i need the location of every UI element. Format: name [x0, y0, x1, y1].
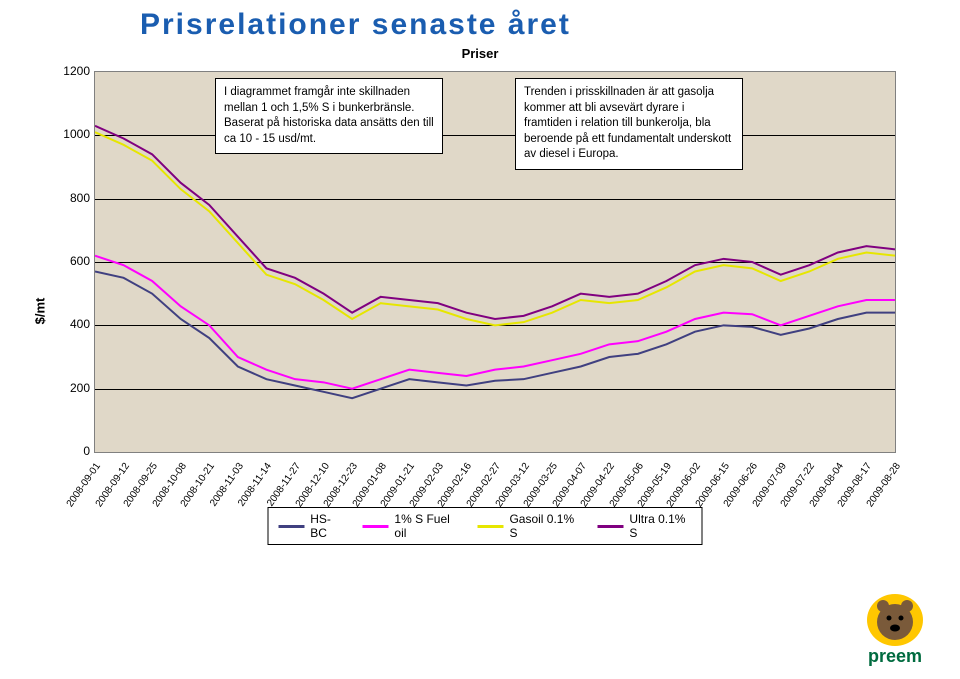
legend-label: Gasoil 0.1% S — [509, 512, 579, 540]
series-ultra-0.1%-s — [95, 126, 895, 319]
legend-item: HS-BC — [279, 512, 345, 540]
y-tick-label: 1000 — [50, 127, 90, 141]
legend-swatch — [478, 525, 504, 528]
y-tick-label: 200 — [50, 381, 90, 395]
logo-nose — [890, 625, 900, 632]
logo-eye-left — [887, 616, 892, 621]
legend-swatch — [363, 525, 389, 528]
y-tick-label: 800 — [50, 191, 90, 205]
logo-bear-face — [877, 604, 913, 640]
chart-area: $/mt 020040060080010001200 I diagrammet … — [50, 71, 920, 551]
series-1%-s-fuel-oil — [95, 256, 895, 389]
y-tick-label: 600 — [50, 254, 90, 268]
y-tick-label: 1200 — [50, 64, 90, 78]
legend-swatch — [279, 525, 305, 528]
y-axis-label: $/mt — [33, 298, 48, 325]
logo-text: preem — [868, 646, 922, 666]
y-tick-label: 0 — [50, 444, 90, 458]
legend-item: Ultra 0.1% S — [598, 512, 692, 540]
page-title: Prisrelationer senaste året — [0, 0, 960, 42]
note-box-left: I diagrammet framgår inte skillnaden mel… — [215, 78, 443, 154]
plot-area: I diagrammet framgår inte skillnaden mel… — [94, 71, 896, 453]
legend: HS-BC 1% S Fuel oil Gasoil 0.1% S Ultra 0.1… — [268, 507, 703, 545]
legend-label: HS-BC — [310, 512, 344, 540]
series-hs-bc — [95, 272, 895, 399]
legend-swatch — [598, 525, 624, 528]
logo-eye-right — [899, 616, 904, 621]
legend-label: Ultra 0.1% S — [629, 512, 691, 540]
legend-label: 1% S Fuel oil — [394, 512, 459, 540]
series-gasoil-0.1%-s — [95, 132, 895, 325]
legend-item: 1% S Fuel oil — [363, 512, 460, 540]
y-tick-label: 400 — [50, 317, 90, 331]
legend-item: Gasoil 0.1% S — [478, 512, 580, 540]
chart-subtitle: Priser — [0, 46, 960, 61]
note-box-right: Trenden i prisskillnaden är att gasolja … — [515, 78, 743, 170]
preem-logo: preem — [850, 588, 940, 673]
